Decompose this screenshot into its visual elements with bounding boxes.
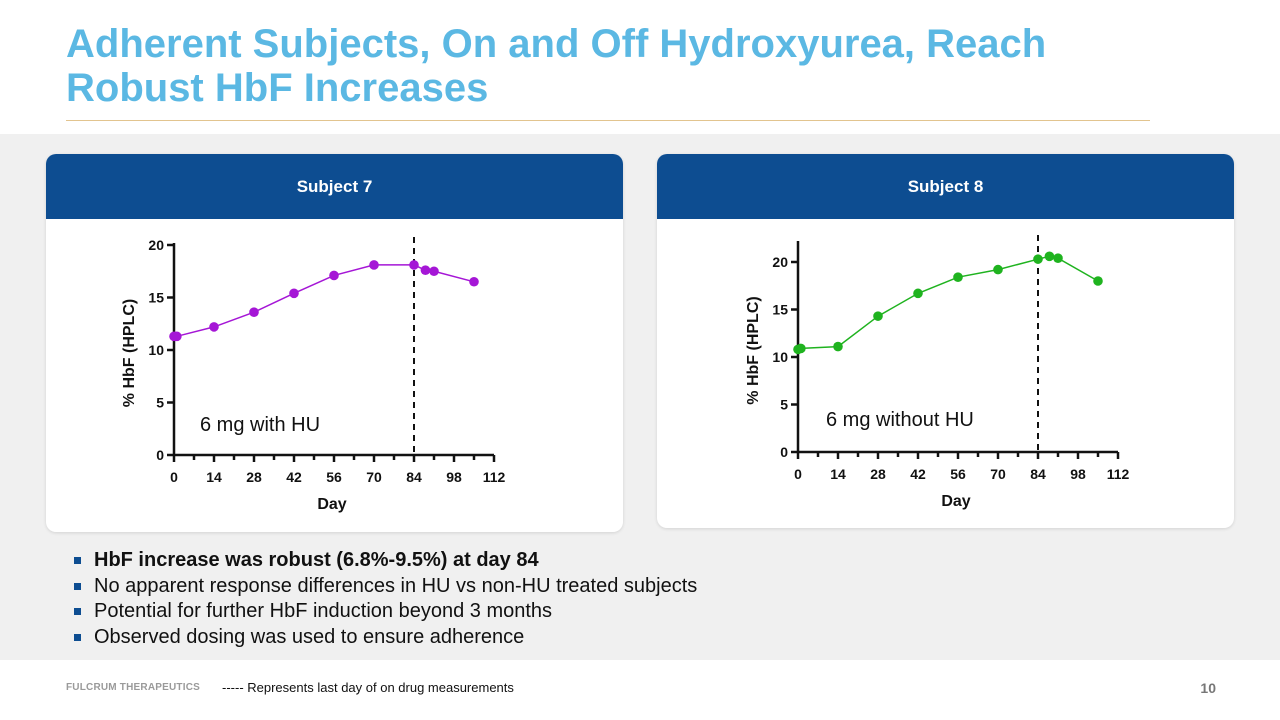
chart-card-subject-7: Subject 7 0 5 10 15 20 0 14 28 42 56 70 84 98 112 Day%… <box>46 154 623 532</box>
data-point <box>409 260 419 270</box>
x-tick-label: 28 <box>870 466 886 482</box>
slide-title: Adherent Subjects, On and Off Hydroxyure… <box>66 22 1047 110</box>
x-tick-label: 112 <box>1107 466 1130 482</box>
y-tick-label: 10 <box>148 342 164 358</box>
y-tick-label: 15 <box>148 290 164 306</box>
x-tick-label: 98 <box>1070 466 1086 482</box>
y-tick-label: 10 <box>772 349 788 365</box>
data-point <box>993 264 1003 275</box>
x-tick-label: 0 <box>170 469 178 485</box>
chart-annotation: 6 mg without HU <box>826 409 974 431</box>
bullet-item: Observed dosing was used to ensure adher… <box>74 625 697 651</box>
data-point <box>1053 253 1063 263</box>
y-tick-label: 15 <box>772 302 788 318</box>
bullet-item: HbF increase was robust (6.8%-9.5%) at d… <box>74 548 697 574</box>
series-line <box>797 255 1099 351</box>
x-tick-label: 84 <box>1030 466 1046 482</box>
data-point <box>289 288 299 299</box>
data-point <box>1093 276 1103 286</box>
bullet-square-icon <box>74 608 81 616</box>
data-point <box>420 265 431 275</box>
data-point <box>1044 251 1055 262</box>
x-axis-label: Day <box>941 493 970 510</box>
x-tick-label: 42 <box>910 466 926 482</box>
series-line <box>174 264 475 338</box>
bullet-item: Potential for further HbF induction beyo… <box>74 599 697 625</box>
y-axis-label: % HbF (HPLC) <box>745 296 762 404</box>
x-axis-label: Day <box>317 496 346 513</box>
data-point <box>249 307 259 317</box>
x-tick-label: 84 <box>406 469 422 485</box>
chart-card-header: Subject 7 <box>46 154 623 219</box>
data-point <box>873 311 883 321</box>
chart-card-header: Subject 8 <box>657 154 1234 219</box>
bullet-square-icon <box>74 582 81 590</box>
x-tick-label: 56 <box>950 466 966 482</box>
x-tick-label: 70 <box>990 466 1006 482</box>
x-tick-label: 0 <box>794 466 802 482</box>
data-point <box>209 322 219 332</box>
x-tick-label: 70 <box>366 469 382 485</box>
y-axis-label: % HbF (HPLC) <box>121 299 138 407</box>
data-point <box>953 272 963 282</box>
data-point <box>172 331 182 342</box>
title-divider <box>66 120 1150 121</box>
bullet-list: HbF increase was robust (6.8%-9.5%) at d… <box>74 548 697 650</box>
x-tick-label: 56 <box>326 469 342 485</box>
y-tick-label: 20 <box>148 237 164 253</box>
x-tick-label: 98 <box>446 469 462 485</box>
x-tick-label: 42 <box>286 469 302 485</box>
bullet-square-icon <box>74 557 81 565</box>
x-tick-label: 112 <box>483 469 506 485</box>
data-point <box>429 266 439 277</box>
page-number: 10 <box>1200 680 1216 696</box>
x-tick-label: 14 <box>830 466 846 482</box>
data-point <box>833 341 843 352</box>
chart-subject-7: 0 5 10 15 20 0 14 28 42 56 70 84 98 112 Day % HbF (HPLC… <box>121 237 506 513</box>
data-point <box>329 270 339 281</box>
bullet-square-icon <box>74 633 81 641</box>
data-point <box>1033 254 1043 264</box>
data-point <box>796 343 806 354</box>
chart-panel-title: Subject 8 <box>907 176 984 196</box>
data-point <box>913 288 923 299</box>
data-point <box>369 260 379 270</box>
chart-annotation: 6 mg with HU <box>200 414 320 436</box>
x-tick-label: 28 <box>246 469 262 485</box>
y-tick-label: 0 <box>156 447 164 463</box>
y-tick-label: 5 <box>156 395 164 411</box>
chart-panel-title: Subject 7 <box>296 176 373 196</box>
x-tick-label: 14 <box>206 469 222 485</box>
footer-note: ----- Represents last day of on drug mea… <box>222 680 514 695</box>
y-tick-label: 5 <box>780 397 788 413</box>
bullet-item: No apparent response differences in HU v… <box>74 574 697 600</box>
y-tick-label: 0 <box>780 444 788 460</box>
company-logo: FULCRUM THERAPEUTICS <box>66 682 200 693</box>
chart-subject-8: 0 5 10 15 20 0 14 28 42 56 70 84 98 112 Day % HbF (HPLC… <box>745 235 1130 510</box>
chart-card-subject-8: Subject 8 0 5 10 15 20 0 14 28 42 56 70 84 98 112 Day%… <box>657 154 1234 528</box>
y-tick-label: 20 <box>772 254 788 270</box>
data-point <box>469 276 479 287</box>
